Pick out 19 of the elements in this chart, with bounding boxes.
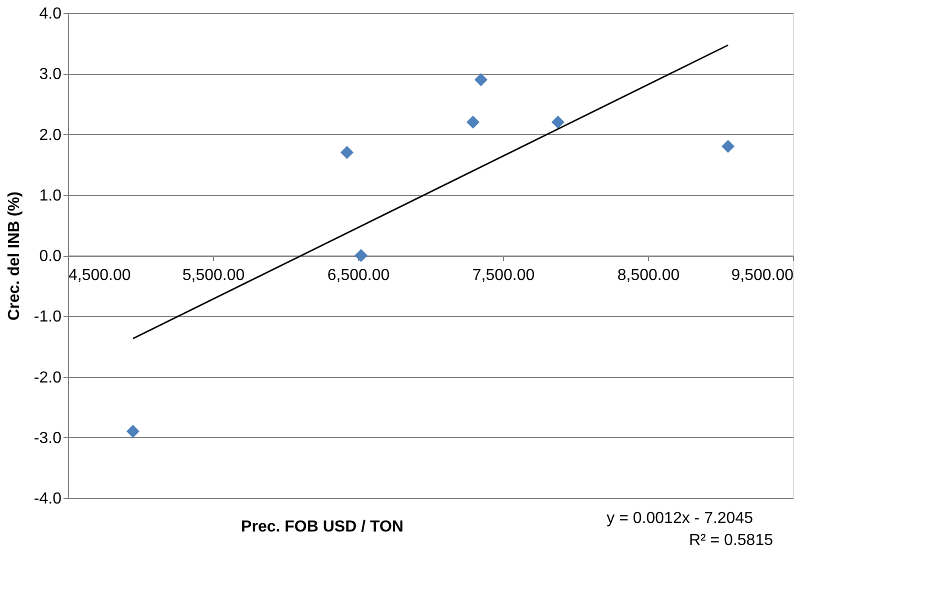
y-tick-label: -2.0 xyxy=(34,369,62,386)
y-tick-label: 2.0 xyxy=(39,126,62,144)
text: y = 0.0012x - 7.2045 xyxy=(606,510,754,527)
y-axis-title: Crec. del INB (%) xyxy=(6,192,23,320)
x-tick-label: 8,500.00 xyxy=(617,267,680,284)
y-tick-label: 1.0 xyxy=(39,187,62,204)
x-tick-label: 9,500.00 xyxy=(731,267,794,284)
x-tick-label: 4,500.00 xyxy=(68,267,131,284)
x-tick-label: 5,500.00 xyxy=(182,267,245,284)
y-tick-label: 3.0 xyxy=(39,66,62,84)
x-tick-label: 6,500.00 xyxy=(327,267,390,284)
y-tick-label: 4.0 xyxy=(39,6,62,22)
text: R² = 0.5815 xyxy=(688,532,774,549)
x-tick-label: 7,500.00 xyxy=(472,267,535,284)
y-tick-label: -3.0 xyxy=(34,430,62,447)
y-tick-label: -4.0 xyxy=(34,490,62,508)
x-axis-title: Prec. FOB USD / TON xyxy=(241,518,404,536)
y-tick-label: -1.0 xyxy=(34,308,62,326)
y-tick-label: 0.0 xyxy=(39,248,62,265)
